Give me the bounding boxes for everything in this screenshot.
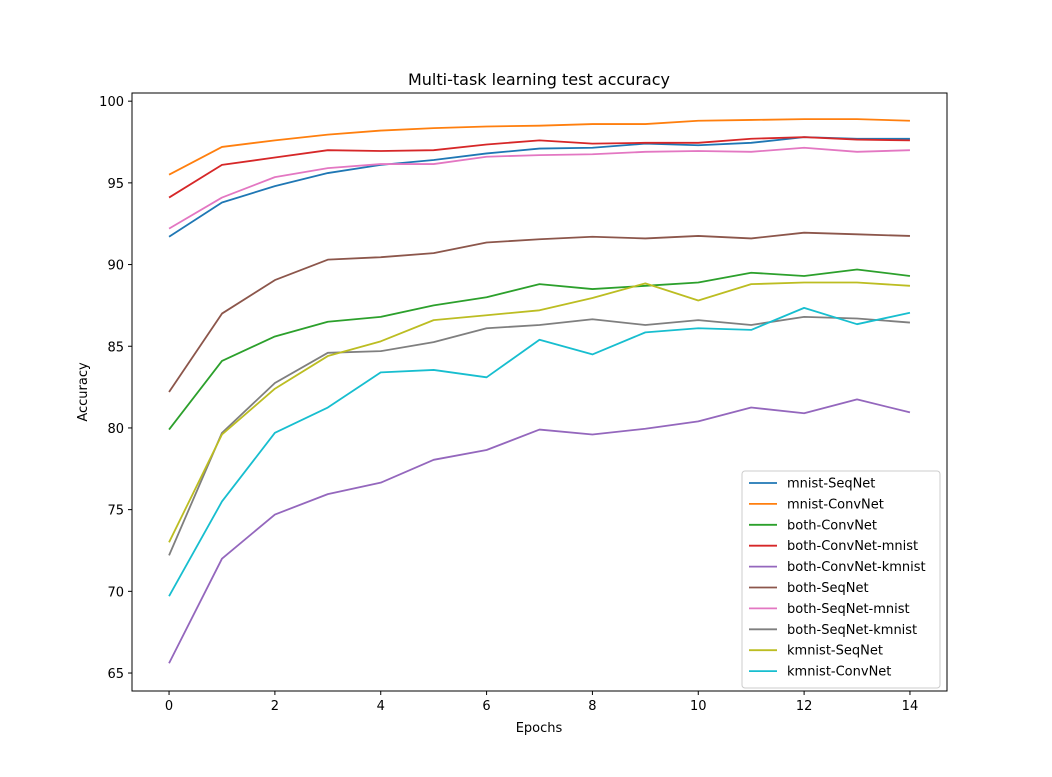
x-tick-label: 10 [690,699,707,714]
x-tick-label: 0 [165,699,173,714]
x-tick-label: 4 [377,699,385,714]
y-tick-label: 90 [107,259,124,274]
legend-label: kmnist-ConvNet [787,665,891,680]
series-line-both-ConvNet-kmnist [168,398,911,664]
x-tick-label: 2 [271,699,279,714]
series-line-both-ConvNet [168,268,911,431]
series-line-both-ConvNet-mnist [168,136,910,199]
series-line-both-SeqNet [168,231,910,393]
series-line-kmnist-ConvNet [168,306,911,597]
chart-title: Multi-task learning test accuracy [408,70,670,89]
y-tick-label: 70 [107,585,124,600]
legend: mnist-SeqNet mnist-ConvNet both-ConvNet bot… [741,470,941,689]
series-lines [168,118,911,664]
x-axis-label: Epochs [516,721,563,736]
legend-label: both-SeqNet-kmnist [787,623,917,638]
x-axis: 0 2 4 6 8 10 12 14 [165,691,918,714]
y-tick-label: 75 [107,504,124,519]
y-tick-label: 100 [99,95,124,110]
series-line-both-SeqNet-kmnist [168,315,911,556]
x-tick-label: 6 [482,699,490,714]
y-tick-label: 80 [107,422,124,437]
legend-label: both-SeqNet [787,581,869,596]
legend-label: mnist-ConvNet [787,497,884,512]
y-tick-label: 85 [107,340,124,355]
y-axis: 65 70 75 80 85 90 95 100 [99,95,132,682]
legend-label: both-ConvNet-mnist [787,539,918,554]
legend-label: both-ConvNet-kmnist [787,560,926,575]
series-line-both-SeqNet-mnist [168,146,910,230]
y-axis-label: Accuracy [76,362,91,422]
x-tick-label: 12 [796,699,813,714]
legend-label: both-SeqNet-mnist [787,602,910,617]
x-tick-label: 14 [902,699,919,714]
series-line-kmnist-SeqNet [168,281,911,543]
y-tick-label: 65 [107,667,124,682]
series-line-mnist-SeqNet [168,136,910,238]
y-tick-label: 95 [107,177,124,192]
legend-label: both-ConvNet [787,518,877,533]
series-line-mnist-ConvNet [168,118,910,176]
x-tick-label: 8 [588,699,596,714]
legend-box [741,470,941,689]
legend-label: kmnist-SeqNet [787,644,883,659]
legend-label: mnist-SeqNet [787,477,875,492]
